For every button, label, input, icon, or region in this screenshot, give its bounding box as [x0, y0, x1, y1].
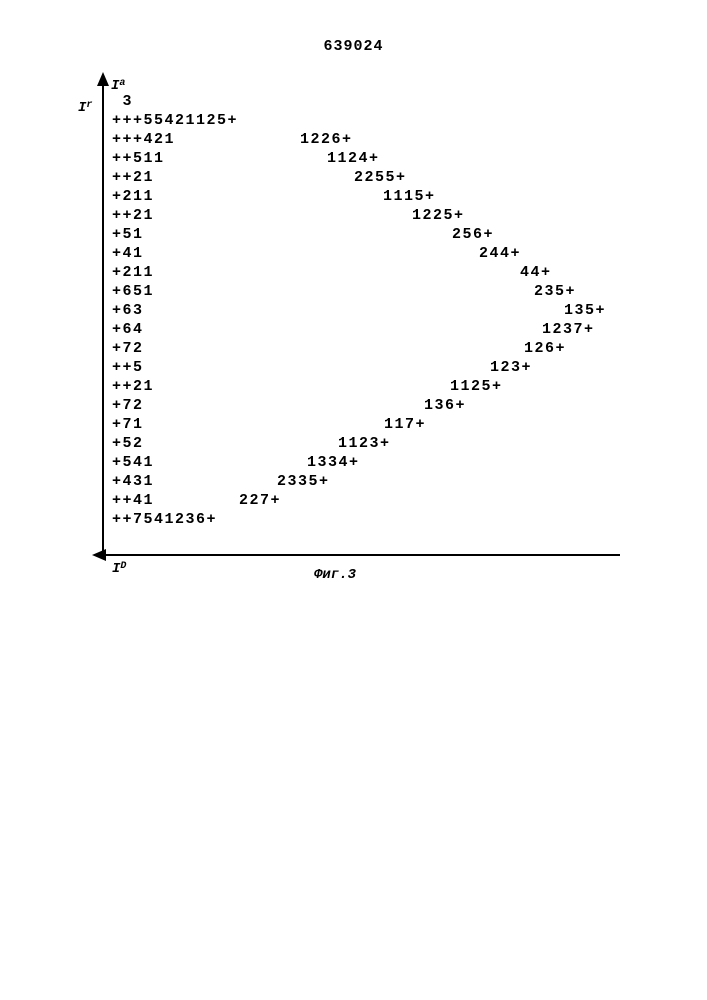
data-row-right: 244+ [479, 246, 521, 261]
x-axis-line [102, 554, 620, 556]
data-row-right: 256+ [452, 227, 494, 242]
data-row-left: ++511 [112, 151, 165, 166]
data-row-left: +64 [112, 322, 144, 337]
data-row-left: ++21 [112, 379, 154, 394]
data-row-left: ++21 [112, 208, 154, 223]
data-row-left: +52 [112, 436, 144, 451]
data-row-left: +++421 [112, 132, 175, 147]
data-row-left: +541 [112, 455, 154, 470]
data-row-left: ++5 [112, 360, 144, 375]
data-row-right: 126+ [524, 341, 566, 356]
data-row-left: ++7541236+ [112, 512, 217, 527]
page-number: 639024 [323, 38, 383, 55]
data-row-left: +72 [112, 398, 144, 413]
data-row-right: 235+ [534, 284, 576, 299]
data-row-right: 1334+ [307, 455, 360, 470]
data-row-right: 1237+ [542, 322, 595, 337]
x-axis-label: ID [112, 561, 120, 577]
data-row-right: 1124+ [327, 151, 380, 166]
data-row-left: +41 [112, 246, 144, 261]
data-row-left: +211 [112, 189, 154, 204]
data-row-left: +71 [112, 417, 144, 432]
data-row-left: +51 [112, 227, 144, 242]
data-row-right: 1225+ [412, 208, 465, 223]
y-axis-label-top: Ia [111, 78, 119, 94]
data-row-right: 1226+ [300, 132, 353, 147]
data-row-right: 1115+ [383, 189, 436, 204]
data-row-right: 135+ [564, 303, 606, 318]
data-row-left: ++41 [112, 493, 154, 508]
data-row-right: 44+ [520, 265, 552, 280]
x-axis-arrow [92, 549, 106, 561]
data-row-left: 3 [112, 94, 133, 109]
data-row-left: +431 [112, 474, 154, 489]
data-row-left: +651 [112, 284, 154, 299]
data-row-right: 227+ [239, 493, 281, 508]
data-row-right: 123+ [490, 360, 532, 375]
data-row-right: 117+ [384, 417, 426, 432]
data-row-left: +++55421125+ [112, 113, 238, 128]
figure-caption: Фиг.3 [314, 567, 356, 583]
y-axis-line [102, 76, 104, 556]
data-row-left: +72 [112, 341, 144, 356]
data-row-right: 1123+ [338, 436, 391, 451]
data-row-left: +211 [112, 265, 154, 280]
data-row-left: +63 [112, 303, 144, 318]
data-row-right: 2335+ [277, 474, 330, 489]
data-row-left: ++21 [112, 170, 154, 185]
y-axis-label-left: Ir [78, 100, 86, 116]
data-row-right: 2255+ [354, 170, 407, 185]
data-row-right: 136+ [424, 398, 466, 413]
data-row-right: 1125+ [450, 379, 503, 394]
